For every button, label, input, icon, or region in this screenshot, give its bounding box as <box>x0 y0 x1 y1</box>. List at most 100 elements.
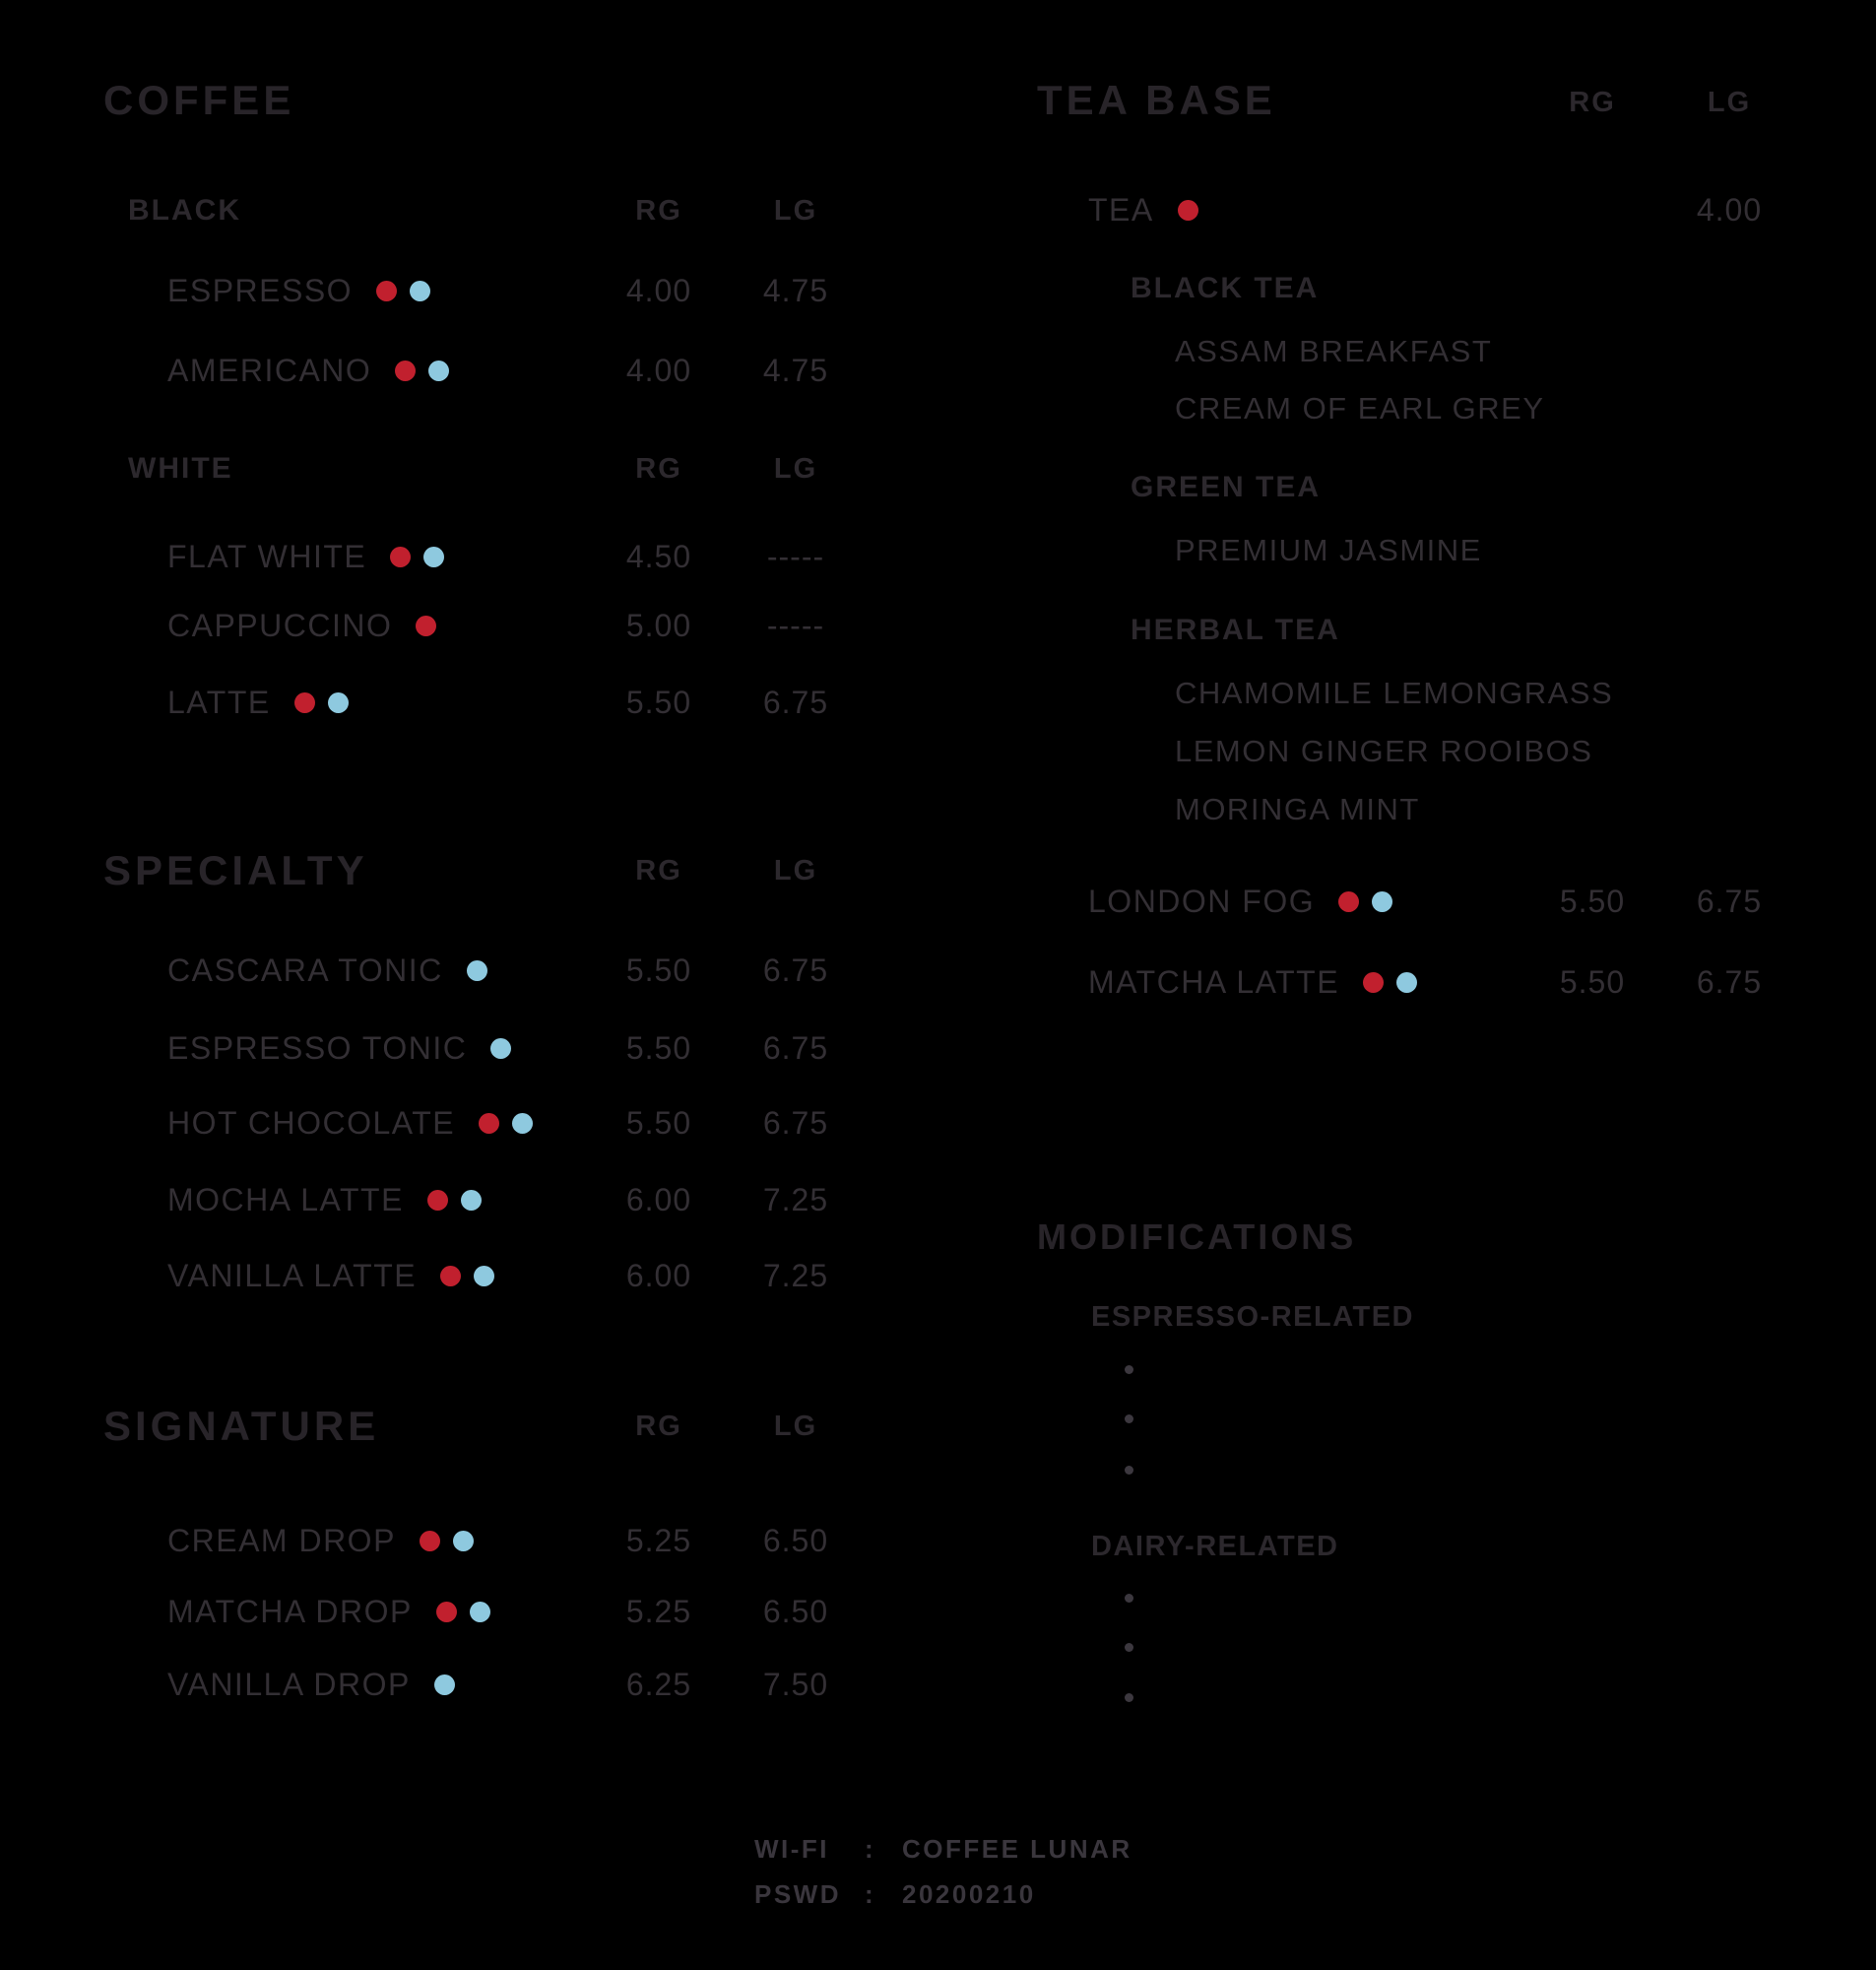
hot-dot-icon <box>416 615 437 636</box>
bullet-dot-icon <box>1125 1643 1133 1652</box>
iced-dot-icon <box>1396 971 1418 993</box>
modification-group-header-row: ESPRESSO-RELATED <box>1037 1299 1795 1335</box>
password-separator: : <box>865 1878 876 1909</box>
menu-row: HOT CHOCOLATE 5.50 6.75 <box>103 1105 852 1141</box>
hot-dot-icon <box>1338 890 1360 912</box>
hot-dot-icon <box>376 280 398 301</box>
tea-group-header-row: BLACK TEA <box>1037 271 1795 306</box>
tea-variety-name: ASSAM BREAKFAST <box>1175 334 1493 368</box>
group-header-row: WHITE RG LG <box>103 451 852 487</box>
tea-variety-row: ASSAM BREAKFAST <box>1037 334 1795 369</box>
section-title-signature: SIGNATURE <box>103 1403 380 1449</box>
column-header-row: RG LG <box>103 1409 852 1444</box>
group-header-row: BLACK RG LG <box>103 193 852 229</box>
menu-row: VANILLA LATTE 6.00 7.25 <box>103 1258 852 1293</box>
price-lg: 4.75 <box>762 272 829 308</box>
price-lg: 6.75 <box>762 1029 829 1066</box>
price-rg: 5.50 <box>625 684 692 720</box>
tea-variety-row: CHAMOMILE LEMONGRASS <box>1037 676 1795 711</box>
iced-dot-icon <box>466 959 487 981</box>
price-lg: 6.75 <box>1696 883 1763 919</box>
menu-item-name: TEA <box>1088 191 1154 228</box>
tea-variety-name: CHAMOMILE LEMONGRASS <box>1175 676 1614 710</box>
price-lg: 6.75 <box>762 684 829 720</box>
wifi-value: COFFEE LUNAR <box>902 1833 1132 1864</box>
menu-item-name: HOT CHOCOLATE <box>167 1104 456 1141</box>
menu-row: MATCHA LATTE 5.50 6.75 <box>1037 964 1795 1000</box>
tea-variety-name: LEMON GINGER ROOIBOS <box>1175 734 1593 768</box>
bullet-dot-icon <box>1125 1693 1133 1702</box>
section-title-specialty: SPECIALTY <box>103 847 368 893</box>
left-column: COFFEE BLACK RG LG ESPRESSO 4.00 4.75 AM… <box>103 0 852 1970</box>
hot-dot-icon <box>1363 971 1385 993</box>
tea-group-header-row: GREEN TEA <box>1037 470 1795 505</box>
tea-group-header-row: HERBAL TEA <box>1037 613 1795 648</box>
menu-item-name: CREAM DROP <box>167 1522 396 1558</box>
menu-row: CASCARA TONIC 5.50 6.75 <box>103 952 852 988</box>
right-column: TEA BASE RG LG TEA 4.00 BLACK TEA ASSAM … <box>1037 0 1795 1970</box>
menu-item-name: FLAT WHITE <box>167 538 367 574</box>
bullet-dot-icon <box>1125 1365 1133 1374</box>
column-header-rg: RG <box>635 854 682 886</box>
temperature-dots <box>426 1189 482 1211</box>
tea-variety-name: CREAM OF EARL GREY <box>1175 391 1545 426</box>
price-rg: 5.50 <box>1559 883 1626 919</box>
section-title-tea-base: TEA BASE <box>1037 77 1276 123</box>
tea-variety-row: LEMON GINGER ROOIBOS <box>1037 734 1795 769</box>
column-header-row: RG LG <box>103 853 852 888</box>
hot-dot-icon <box>1177 199 1198 221</box>
tea-group-label: HERBAL TEA <box>1131 614 1340 646</box>
iced-dot-icon <box>423 546 445 567</box>
price-rg: 4.50 <box>625 538 692 574</box>
price-rg: 5.50 <box>625 1104 692 1141</box>
temperature-dots <box>466 959 487 981</box>
price-lg-dashes: ----- <box>766 538 825 574</box>
iced-dot-icon <box>1372 890 1393 912</box>
menu-row: AMERICANO 4.00 4.75 <box>103 353 852 388</box>
price-rg: 4.00 <box>625 272 692 308</box>
menu-item-name: LATTE <box>167 684 271 720</box>
price-lg: 6.75 <box>762 1104 829 1141</box>
wifi-label: WI-FI <box>754 1833 830 1864</box>
group-label-black: BLACK <box>128 194 241 227</box>
price-rg: 5.25 <box>625 1593 692 1629</box>
menu-item-name: AMERICANO <box>167 352 372 388</box>
price-lg: 6.75 <box>1696 963 1763 1000</box>
menu-row: LATTE 5.50 6.75 <box>103 685 852 720</box>
price-lg-dashes: ----- <box>766 607 825 643</box>
menu-row: CREAM DROP 5.25 6.50 <box>103 1523 852 1558</box>
menu-item-name: MATCHA LATTE <box>1088 963 1340 1000</box>
iced-dot-icon <box>410 280 431 301</box>
wifi-row: WI-FI : COFFEE LUNAR <box>754 1831 1132 1867</box>
modification-group-label: ESPRESSO-RELATED <box>1091 1300 1415 1333</box>
temperature-dots <box>490 1037 512 1059</box>
price-lg: 7.50 <box>762 1666 829 1702</box>
price-rg: 6.00 <box>625 1257 692 1293</box>
password-row: PSWD : 20200210 <box>754 1876 1036 1912</box>
password-value: 20200210 <box>902 1878 1036 1909</box>
tea-variety-name: MORINGA MINT <box>1175 792 1420 826</box>
tea-variety-row: PREMIUM JASMINE <box>1037 533 1795 568</box>
iced-dot-icon <box>460 1189 482 1211</box>
price-rg: 6.00 <box>625 1181 692 1217</box>
menu-row: VANILLA DROP 6.25 7.50 <box>103 1667 852 1702</box>
temperature-dots <box>416 615 437 636</box>
price-rg: 5.50 <box>625 952 692 988</box>
temperature-dots <box>293 691 349 713</box>
price-rg: 5.50 <box>625 1029 692 1066</box>
menu-item-name: ESPRESSO <box>167 272 354 308</box>
menu-item-name: CASCARA TONIC <box>167 952 443 988</box>
hot-dot-icon <box>390 546 412 567</box>
iced-dot-icon <box>474 1265 495 1286</box>
modification-group-label: DAIRY-RELATED <box>1091 1530 1339 1562</box>
hot-dot-icon <box>395 360 417 381</box>
temperature-dots <box>390 546 445 567</box>
hot-dot-icon <box>435 1601 457 1622</box>
menu-row: MOCHA LATTE 6.00 7.25 <box>103 1182 852 1217</box>
column-header-row: RG LG <box>1037 85 1795 120</box>
tea-variety-name: PREMIUM JASMINE <box>1175 533 1482 567</box>
menu-item-name: VANILLA DROP <box>167 1666 411 1702</box>
password-label: PSWD <box>754 1878 841 1909</box>
iced-dot-icon <box>490 1037 512 1059</box>
